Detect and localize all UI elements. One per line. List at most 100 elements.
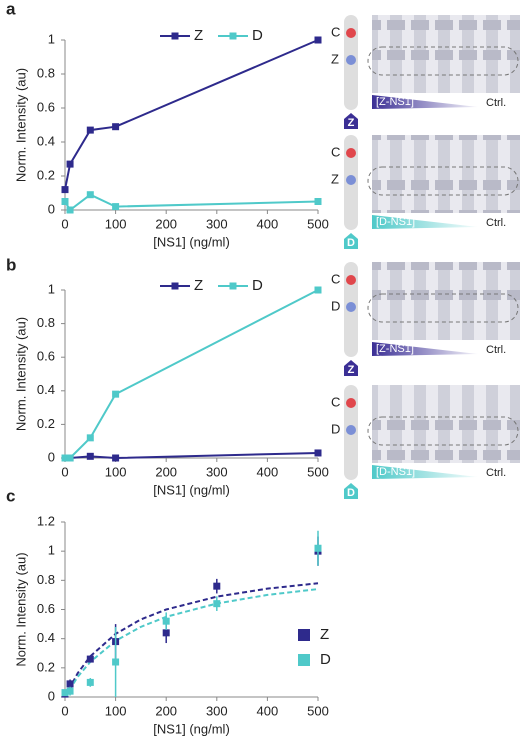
point (314, 286, 322, 294)
y-tick-label: 0.2 (37, 416, 55, 431)
test-dot (346, 175, 356, 185)
fit-curve (64, 582, 319, 698)
gradient-label: [Z-NS1] (376, 343, 414, 355)
x-tick-label: 500 (307, 216, 329, 231)
strip-image (372, 15, 520, 93)
point (213, 600, 221, 608)
x-tick-label: 300 (206, 216, 228, 231)
y-tick-label: 0.6 (37, 601, 55, 616)
x-tick-label: 0 (61, 703, 68, 718)
highlight (367, 166, 519, 196)
x-tick-label: 200 (155, 464, 177, 479)
test-label: Z (331, 171, 339, 186)
point (314, 198, 322, 205)
highlight (367, 46, 519, 76)
x-tick-label: 400 (257, 464, 279, 479)
x-tick-label: 300 (206, 703, 228, 718)
point (314, 544, 322, 552)
y-tick-label: 1 (48, 31, 55, 46)
x-tick-label: 0 (61, 216, 68, 231)
gradient-wedge (372, 215, 478, 229)
legend-label: Z (320, 626, 329, 643)
end-label: Ctrl. (486, 344, 506, 356)
point (86, 655, 94, 663)
y-tick-label: 0.6 (37, 349, 55, 364)
point (66, 680, 74, 688)
fit-curve (64, 588, 319, 698)
control-label: C (331, 394, 340, 409)
y-tick-label: 0.4 (37, 630, 55, 645)
y-axis-label: Norm. Intensity (au) (13, 68, 28, 182)
point (61, 454, 69, 462)
point (213, 582, 221, 590)
point (112, 203, 120, 211)
panel-label: c (6, 486, 15, 505)
point (66, 687, 74, 695)
gradient-label: [D-NS1] (376, 216, 415, 228)
strip-panel: CD[D-NS1] Ctrl.D (331, 385, 520, 499)
highlight (367, 416, 519, 446)
point (66, 206, 74, 214)
y-tick-label: 0 (48, 688, 55, 703)
test-dot (346, 55, 356, 65)
icon (344, 483, 358, 499)
control-label: C (331, 144, 340, 159)
point (61, 186, 69, 194)
y-tick-label: 0.4 (37, 382, 55, 397)
strip-image (372, 135, 520, 213)
strip-panel: CZ [D-NS1] Ctrl. D (331, 135, 520, 249)
point (86, 126, 94, 134)
x-tick-label: 0 (61, 464, 68, 479)
test-label: Z (331, 51, 339, 66)
icon-label: Z (348, 117, 355, 129)
legend-label: Z (194, 277, 203, 294)
x-tick-label: 300 (206, 464, 228, 479)
gradient-label: [Z-NS1] (376, 96, 414, 108)
control-label: C (331, 24, 340, 39)
legend-label: D (252, 277, 263, 294)
point (86, 191, 94, 199)
point (86, 452, 94, 460)
y-axis-label: Norm. Intensity (au) (13, 317, 28, 431)
legend-label: Z (194, 27, 203, 44)
point (112, 658, 120, 666)
x-tick-label: 100 (105, 464, 127, 479)
icon (344, 233, 358, 249)
highlight (367, 293, 519, 323)
x-axis-label: [NS1] (ng/ml) (153, 721, 230, 736)
strip-panel: CD [Z-NS1] Ctrl. Z (331, 262, 520, 376)
y-tick-label: 0 (48, 201, 55, 216)
y-tick-label: 1.2 (37, 513, 55, 528)
y-axis-label: Norm. Intensity (au) (13, 552, 28, 666)
gradient-wedge (372, 465, 478, 479)
x-tick-label: 400 (257, 216, 279, 231)
legend-marker (229, 32, 237, 40)
y-tick-label: 0.2 (37, 167, 55, 182)
y-tick-label: 0.2 (37, 659, 55, 674)
panel-label: b (6, 255, 16, 274)
gradient-wedge (372, 342, 478, 356)
legend-marker (171, 32, 179, 40)
point (112, 123, 120, 131)
point (314, 36, 322, 44)
end-label: Ctrl. (486, 467, 506, 479)
icon-label: D (347, 487, 355, 499)
end-label: Ctrl. (486, 217, 506, 229)
gradient-label: [D-NS1] (376, 466, 415, 478)
point (162, 629, 170, 637)
test-dot (346, 302, 356, 312)
point (314, 449, 322, 457)
x-tick-label: 500 (307, 703, 329, 718)
test-label: D (331, 421, 340, 436)
point (112, 454, 120, 462)
strip-image (372, 262, 520, 340)
gradient-wedge (372, 95, 478, 109)
y-tick-label: 0.8 (37, 572, 55, 587)
legend-label: D (252, 27, 263, 44)
y-tick-label: 0 (48, 449, 55, 464)
point (86, 678, 94, 686)
legend-label: D (320, 651, 331, 668)
legend-marker (298, 654, 310, 666)
icon-label: Z (348, 364, 355, 376)
